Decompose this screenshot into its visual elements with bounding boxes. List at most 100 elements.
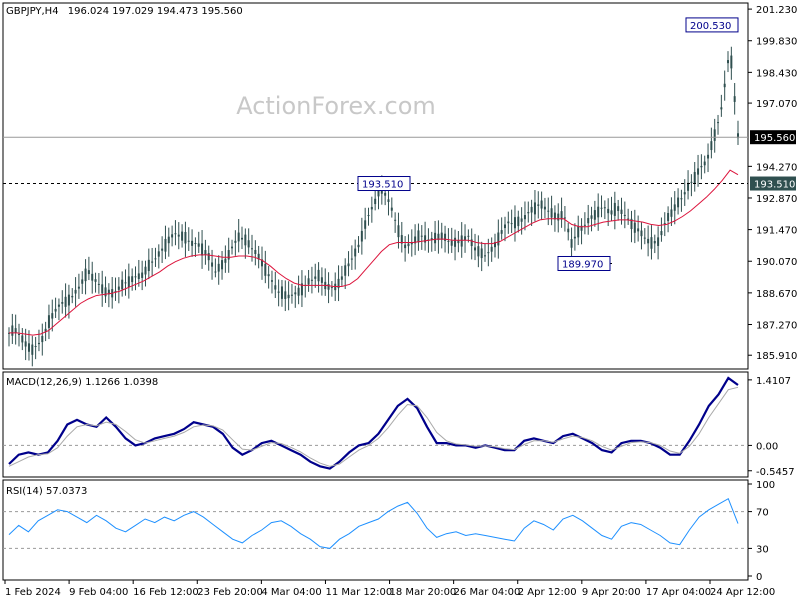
candle-body [697, 168, 700, 175]
macd-panel-frame [2, 371, 749, 478]
candle-body [680, 198, 683, 200]
candle-body [640, 230, 643, 237]
candle-body [650, 237, 653, 249]
candle-body [490, 246, 493, 252]
candle-body [737, 133, 739, 139]
candle-body [81, 279, 84, 284]
candle-body [557, 213, 560, 221]
rsi-tick-label: 100 [756, 480, 775, 491]
candle-body [244, 234, 247, 246]
candle-body [660, 231, 663, 236]
candle-body [367, 215, 370, 217]
candle-body [147, 259, 150, 272]
candle-body [131, 276, 134, 283]
candle-body [487, 252, 490, 254]
candle-body [610, 210, 613, 215]
candle-body [540, 200, 543, 209]
price-tick-label: 191.470 [756, 226, 797, 237]
symbol-title: GBPJPY,H4 [6, 6, 59, 17]
price-candles [8, 46, 739, 367]
candle-body [137, 273, 140, 279]
candle-body [414, 236, 417, 244]
candle-body [290, 294, 293, 296]
annotation-label: 200.530 [690, 21, 731, 32]
candle-body [141, 272, 144, 278]
candle-body [11, 325, 14, 336]
candle-body [503, 224, 506, 229]
candle-body [480, 248, 483, 259]
candle-body [627, 218, 630, 220]
annotation-box [557, 255, 611, 271]
candle-body [707, 154, 710, 159]
candle-body [94, 279, 97, 282]
macd-tick-label: -0.5457 [756, 467, 795, 478]
candle-body [494, 242, 496, 248]
candle-body [101, 284, 104, 294]
candle-body [104, 287, 107, 297]
candle-body [570, 239, 573, 248]
x-tick-label: 23 Feb 20:00 [197, 587, 263, 598]
price-tick-label: 188.670 [756, 289, 797, 300]
watermark: ActionForex.com [236, 92, 436, 120]
candle-body [573, 236, 576, 239]
rsi-title: RSI(14) 57.0373 [6, 486, 87, 497]
candle-body [507, 221, 510, 224]
candle-body [390, 207, 393, 211]
candle-body [513, 217, 516, 229]
macd-tick-label: 0.00 [756, 441, 778, 452]
candle-body [327, 284, 330, 290]
candle-body [667, 213, 670, 222]
candle-body [127, 276, 130, 287]
candle-body [21, 335, 24, 343]
candle-body [181, 231, 184, 241]
candle-body [607, 208, 610, 214]
candle-body [617, 206, 620, 211]
candle-body [510, 223, 513, 225]
rsi-tick-label: 30 [756, 544, 769, 555]
x-tick-label: 17 Apr 04:00 [646, 587, 711, 598]
candle-body [437, 233, 440, 241]
x-tick-label: 9 Feb 04:00 [69, 587, 128, 598]
candle-body [61, 302, 64, 304]
x-tick-label: 1 Feb 2024 [5, 587, 61, 598]
candle-body [191, 240, 194, 246]
candle-body [47, 315, 50, 328]
candle-body [417, 230, 420, 243]
x-tick-label: 24 Apr 12:00 [710, 587, 775, 598]
macd-series-signal [8, 386, 739, 467]
candle-body [360, 230, 363, 242]
candle-body [31, 344, 34, 355]
candle-body [44, 328, 47, 332]
candle-body [733, 96, 736, 102]
candle-body [194, 243, 197, 245]
candle-body [497, 232, 500, 246]
candle-body [404, 244, 407, 249]
price-annotations: 200.530 193.510 189.970 [357, 17, 739, 271]
candle-body [51, 313, 54, 319]
candle-body [77, 286, 80, 289]
candle-body [314, 276, 317, 279]
x-tick-label: 11 Mar 12:00 [325, 587, 392, 598]
candle-body [84, 268, 87, 282]
candle-body [221, 260, 224, 270]
price-tick-label: 198.430 [756, 68, 797, 79]
x-tick-label: 4 Mar 04:00 [261, 587, 321, 598]
candle-body [687, 182, 690, 191]
price-tick-label: 201.230 [756, 5, 797, 16]
candle-body [690, 181, 693, 183]
candle-body [241, 237, 244, 240]
candle-body [484, 255, 487, 257]
candle-body [730, 55, 733, 69]
candle-body [420, 235, 423, 237]
candle-body [71, 295, 74, 298]
candle-body [587, 218, 590, 224]
candle-body [543, 206, 546, 210]
macd-y-axis: 1.4107 0.00 -0.5457 [748, 376, 795, 478]
candle-body [297, 287, 300, 296]
candle-body [727, 60, 730, 64]
candle-body [613, 202, 616, 216]
candle-body [547, 210, 550, 212]
candle-body [424, 235, 427, 243]
candle-body [197, 243, 200, 247]
candle-body [550, 208, 553, 218]
